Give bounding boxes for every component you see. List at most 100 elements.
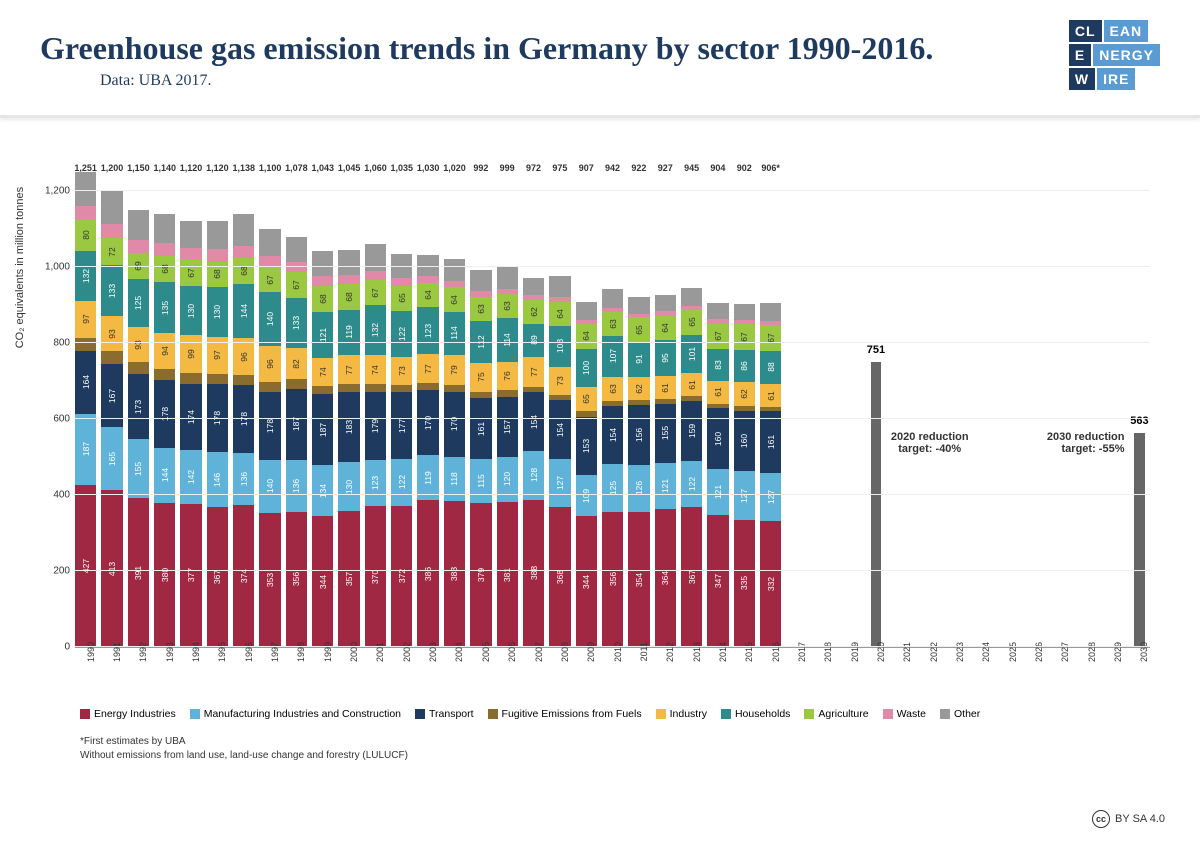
bar-segment-agriculture: 72 — [101, 238, 122, 265]
segment-value: 73 — [555, 376, 565, 385]
segment-value: 344 — [318, 575, 328, 589]
bar-segment-manufacturing: 165 — [101, 427, 122, 490]
bar-total-label: 906* — [761, 163, 780, 303]
bar-segment-industry: 82 — [286, 348, 307, 379]
segment-value: 134 — [318, 484, 328, 498]
bar-segment-energy: 368 — [549, 507, 570, 647]
bar-segment-other — [207, 221, 228, 249]
bar-segment-transport: 170 — [444, 392, 465, 457]
y-tick: 1,000 — [35, 261, 70, 272]
y-tick: 800 — [35, 337, 70, 348]
bar-segment-other — [602, 289, 623, 308]
bar-column: 1,06067132741791233702001 — [365, 168, 386, 647]
bar-segment-manufacturing: 128 — [523, 451, 544, 500]
segment-value: 177 — [397, 418, 407, 432]
bar-segment-manufacturing: 115 — [470, 459, 491, 503]
bar-segment-manufacturing: 121 — [655, 463, 676, 509]
bar-total-label: 1,120 — [180, 163, 203, 221]
bar-segment-other — [576, 302, 597, 319]
bar-segment-transport: 178 — [233, 385, 254, 453]
x-tick: 2003 — [428, 642, 438, 662]
bar-segment-manufacturing: 123 — [365, 460, 386, 507]
segment-value: 99 — [186, 349, 196, 358]
segment-value: 133 — [291, 316, 301, 330]
segment-value: 95 — [660, 353, 670, 362]
bar-segment-households: 86 — [734, 350, 755, 383]
bar-segment-fugitive — [391, 385, 412, 392]
license-text: BY SA 4.0 — [1115, 813, 1165, 825]
empty-column: 2027 — [1050, 168, 1071, 647]
bar-segment-fugitive — [338, 384, 359, 392]
bar-segment-manufacturing: 127 — [734, 471, 755, 519]
bar-segment-other — [444, 259, 465, 281]
segment-value: 165 — [107, 452, 117, 466]
logo-cell: E — [1069, 44, 1091, 66]
bar-segment-transport: 187 — [286, 389, 307, 460]
bar-segment-waste — [417, 276, 438, 283]
bar-segment-transport: 170 — [417, 390, 438, 455]
bar-segment-manufacturing: 134 — [312, 465, 333, 516]
empty-column: 2022 — [918, 168, 939, 647]
bar-segment-industry: 73 — [549, 367, 570, 395]
x-tick: 2004 — [454, 642, 464, 662]
segment-value: 122 — [397, 327, 407, 341]
target-value: 751 — [867, 344, 885, 356]
bar-column: 9276495611551213642012 — [655, 168, 676, 647]
segment-value: 107 — [608, 349, 618, 363]
bar-segment-other — [233, 214, 254, 246]
x-tick: 2022 — [929, 642, 939, 662]
bar-segment-manufacturing: 122 — [391, 459, 412, 505]
logo-cell: CL — [1069, 20, 1102, 42]
bar-segment-waste — [233, 246, 254, 257]
bar-segment-households: 130 — [180, 286, 201, 335]
segment-value: 65 — [581, 394, 591, 403]
bar-segment-agriculture: 64 — [576, 324, 597, 348]
bar-segment-agriculture: 67 — [365, 280, 386, 305]
segment-value: 97 — [212, 351, 222, 360]
bar-segment-households: 100 — [576, 349, 597, 387]
bar-segment-agriculture: 68 — [312, 286, 333, 312]
segment-value: 135 — [160, 301, 170, 315]
segment-value: 125 — [608, 481, 618, 495]
bar-total-label: 1,100 — [259, 163, 282, 229]
segment-value: 64 — [449, 295, 459, 304]
bar-segment-agriculture: 65 — [628, 317, 649, 342]
y-tick: 0 — [35, 642, 70, 653]
segment-value: 61 — [713, 387, 723, 396]
bar-segment-industry: 65 — [576, 387, 597, 412]
bar-segment-manufacturing: 130 — [338, 462, 359, 511]
bar-segment-industry: 96 — [233, 338, 254, 374]
gridline — [75, 418, 1150, 419]
legend-label: Other — [954, 708, 980, 720]
bar-total-label: 1,045 — [338, 163, 361, 250]
logo-cell: EAN — [1104, 20, 1149, 42]
x-tick: 2025 — [1008, 642, 1018, 662]
target-caption: 2030 reductiontarget: -55% — [1047, 431, 1125, 455]
bar-segment-households: 114 — [444, 312, 465, 355]
bar-segment-industry: 61 — [655, 376, 676, 399]
bar-segment-energy: 370 — [365, 506, 386, 647]
bar-segment-other — [101, 191, 122, 224]
segment-value: 68 — [212, 270, 222, 279]
chart-area: CO₂ equivalents in million tonnes 1,2518… — [75, 148, 1150, 698]
segment-value: 154 — [555, 422, 565, 436]
segment-value: 74 — [318, 367, 328, 376]
bar-segment-agriculture: 64 — [417, 283, 438, 307]
segment-value: 127 — [739, 488, 749, 502]
bar-column: 9026786621601273352015 — [734, 168, 755, 647]
bar-segment-fugitive — [180, 373, 201, 384]
bar-total-label: 1,020 — [443, 163, 466, 259]
bar-segment-industry: 76 — [497, 362, 518, 391]
bar-segment-agriculture: 63 — [470, 297, 491, 321]
bar-segment-households: 144 — [233, 284, 254, 339]
header-section: Greenhouse gas emission trends in German… — [0, 0, 1200, 100]
bar-segment-industry: 94 — [154, 333, 175, 369]
segment-value: 73 — [397, 366, 407, 375]
segment-value: 68 — [239, 266, 249, 275]
bar-segment-other — [286, 237, 307, 262]
bar-segment-households: 101 — [681, 335, 702, 373]
segment-value: 123 — [370, 476, 380, 490]
bar-total-label: 999 — [500, 163, 515, 267]
segment-value: 82 — [291, 359, 301, 368]
x-tick: 2020 — [876, 642, 886, 662]
